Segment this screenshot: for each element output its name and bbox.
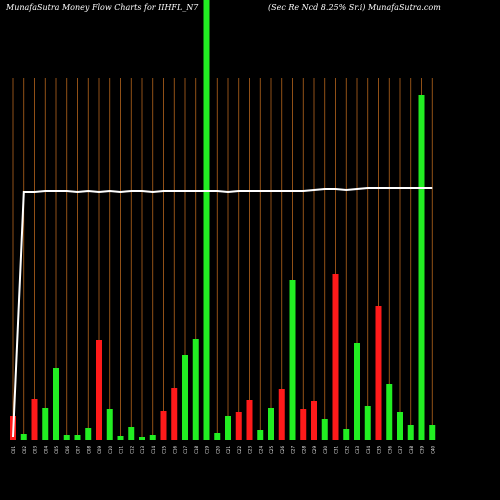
x-tick-label: C25 <box>269 446 274 454</box>
bar-up <box>214 433 221 440</box>
bar-up <box>257 430 264 440</box>
x-tick-label: C30 <box>323 446 328 454</box>
bar-up <box>364 406 371 440</box>
bar-up <box>289 280 296 440</box>
x-tick-label: C28 <box>301 446 306 454</box>
x-tick-label: C22 <box>237 446 242 454</box>
x-tick-label: C04 <box>43 446 48 454</box>
x-tick-label: C31 <box>334 446 339 454</box>
x-tick-label: C40 <box>430 446 435 454</box>
x-tick-label: C38 <box>409 446 414 454</box>
bar-up <box>418 95 425 440</box>
x-tick-label: C11 <box>119 446 124 454</box>
x-tick-label: C21 <box>226 446 231 454</box>
x-tick-label: C08 <box>86 446 91 454</box>
bar-down <box>375 306 382 440</box>
x-tick-label: C07 <box>76 446 81 454</box>
x-tick-label: C20 <box>215 446 220 454</box>
bar-down <box>311 401 317 440</box>
x-tick-label: C15 <box>162 446 167 454</box>
bar-down <box>96 340 102 440</box>
bar-up <box>85 428 92 440</box>
x-tick-label: C16 <box>172 446 177 454</box>
bar-up <box>192 339 199 440</box>
bar-down <box>246 400 253 440</box>
x-tick-label: C09 <box>97 446 102 454</box>
money-flow-line <box>12 187 433 438</box>
x-tick-label: C01 <box>11 446 16 454</box>
x-tick-label: C02 <box>22 446 27 454</box>
bar-up <box>149 435 156 440</box>
x-tick-label: C13 <box>140 446 145 454</box>
bar-up <box>321 419 328 440</box>
bar-up <box>182 355 188 440</box>
x-tick-label: C12 <box>129 446 134 454</box>
x-tick-label: C24 <box>258 446 263 454</box>
bar-up <box>42 408 49 440</box>
x-tick-label: C14 <box>151 446 156 454</box>
bar-up <box>20 434 27 440</box>
x-tick-label: C35 <box>377 446 382 454</box>
x-tick-label: C03 <box>33 446 38 454</box>
x-tick-label: C17 <box>183 446 188 454</box>
bar-down <box>300 409 307 440</box>
bar-up <box>117 436 124 440</box>
bar-up <box>343 429 350 440</box>
x-tick-label: C26 <box>280 446 285 454</box>
bar-up <box>354 343 360 440</box>
bar-up <box>386 384 393 440</box>
x-tick-label: C06 <box>65 446 70 454</box>
x-tick-label: C39 <box>420 446 425 454</box>
bar-down <box>278 389 285 440</box>
x-tick-label: C19 <box>205 446 210 454</box>
bar-up <box>106 409 113 440</box>
bar-up <box>268 408 274 440</box>
x-tick-label: C33 <box>355 446 360 454</box>
x-tick-label: C27 <box>291 446 296 454</box>
bar-down <box>31 399 38 440</box>
bar-up <box>203 0 210 440</box>
bar-up <box>139 437 145 440</box>
x-tick-label: C34 <box>366 446 371 454</box>
bar-up <box>74 435 81 440</box>
x-tick-label: C23 <box>248 446 253 454</box>
x-tick-label: C32 <box>344 446 349 454</box>
bar-down <box>235 412 242 440</box>
x-tick-label: C05 <box>54 446 59 454</box>
bar-up <box>225 416 231 440</box>
bar-down <box>160 411 167 440</box>
chart-title: MunafaSutra Money Flow Charts for IIHFL_… <box>6 3 199 12</box>
bar-up <box>53 368 59 440</box>
x-tick-label: C29 <box>312 446 317 454</box>
bar-up <box>63 435 70 440</box>
bar-up <box>128 427 135 440</box>
x-tick-label: C37 <box>398 446 403 454</box>
bar-up <box>397 412 403 440</box>
bar-down <box>332 274 339 440</box>
x-tick-label: C36 <box>387 446 392 454</box>
bar-down <box>171 388 178 440</box>
bar-up <box>407 425 414 440</box>
x-tick-label: C18 <box>194 446 199 454</box>
chart-subtitle: (Sec Re Ncd 8.25% Sr.i) MunafaSutra.com <box>268 3 441 12</box>
x-tick-label: C10 <box>108 446 113 454</box>
bar-up <box>429 425 436 440</box>
